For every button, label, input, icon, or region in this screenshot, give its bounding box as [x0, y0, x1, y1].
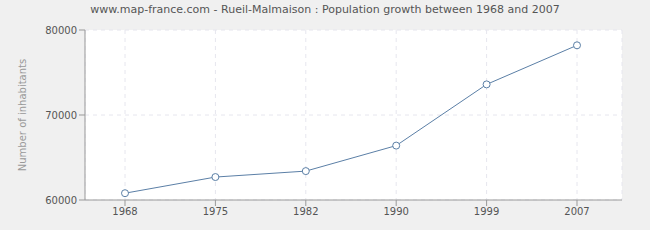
svg-text:1999: 1999	[474, 206, 499, 217]
svg-text:1968: 1968	[112, 206, 137, 217]
svg-text:70000: 70000	[45, 110, 77, 121]
svg-text:1975: 1975	[203, 206, 228, 217]
svg-text:2007: 2007	[564, 206, 589, 217]
html-text:www.map-france.com - Rueil-Mal: www.map-france.com - Rueil-Malmaison : P…	[90, 3, 560, 16]
svg-text:Number of inhabitants: Number of inhabitants	[17, 59, 28, 171]
svg-text:80000: 80000	[45, 25, 77, 36]
svg-text:60000: 60000	[45, 195, 77, 206]
svg-text:1990: 1990	[383, 206, 408, 217]
svg-text:1982: 1982	[293, 206, 318, 217]
